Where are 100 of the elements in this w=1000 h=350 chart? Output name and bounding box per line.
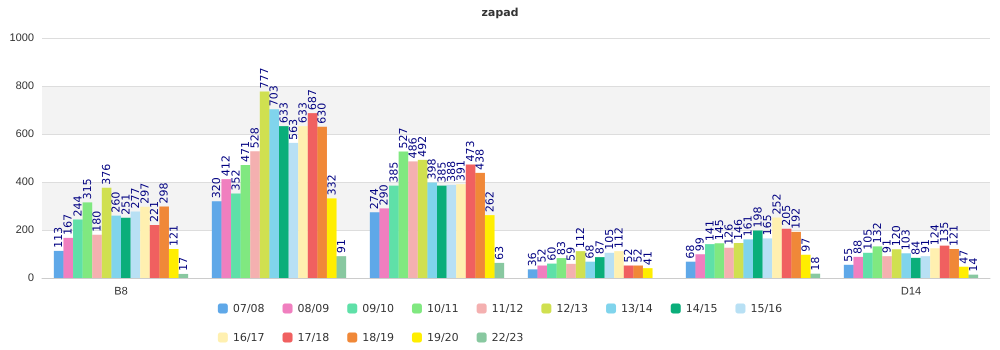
bar (642, 268, 653, 278)
data-label: 438 (474, 148, 487, 170)
bar (930, 248, 940, 278)
bar (863, 252, 873, 278)
legend-label: 22/23 (492, 331, 524, 344)
bar (892, 249, 902, 278)
legend-label: 16/17 (232, 331, 265, 344)
legend-label: 07/08 (232, 302, 265, 315)
bar (288, 142, 298, 278)
data-label: 121 (948, 224, 961, 246)
bar (537, 266, 548, 278)
data-label: 320 (210, 177, 224, 198)
bar (920, 256, 930, 278)
legend-label: 10/11 (426, 302, 459, 315)
bar (844, 264, 854, 278)
bar (556, 258, 566, 278)
bar (260, 92, 270, 278)
bar (882, 256, 892, 278)
data-label: 59 (564, 246, 578, 261)
legend-label: 14/15 (686, 302, 718, 315)
bar (231, 194, 241, 278)
bar (949, 248, 959, 278)
bar (968, 274, 978, 278)
bar (494, 262, 504, 278)
bar (92, 234, 102, 278)
legend-label: 08/09 (298, 302, 330, 315)
bar (140, 206, 150, 278)
data-label: 332 (325, 174, 338, 196)
data-label: 17 (176, 256, 190, 271)
data-label: 391 (454, 160, 468, 182)
bar (958, 266, 969, 278)
bar (456, 184, 466, 278)
bar (762, 238, 772, 278)
bar (54, 250, 64, 278)
bar (446, 184, 456, 278)
data-label: 630 (316, 102, 329, 124)
bar (853, 256, 864, 278)
bar (379, 208, 390, 278)
y-tick-label: 600 (16, 128, 34, 140)
data-label: 262 (483, 191, 496, 212)
bar (772, 218, 782, 278)
y-tick-label: 400 (16, 176, 34, 188)
bar (102, 188, 112, 278)
data-label: 121 (167, 224, 180, 246)
bar (475, 172, 485, 278)
y-tick-label: 1000 (10, 32, 34, 44)
bar (408, 161, 418, 278)
data-label: 385 (387, 162, 400, 183)
bar (389, 186, 399, 278)
bar (743, 239, 753, 278)
bar (168, 248, 179, 278)
bar (547, 264, 557, 278)
data-label: 103 (900, 229, 913, 250)
data-label: 91 (334, 239, 348, 254)
bar (686, 262, 696, 278)
bar (82, 202, 92, 278)
bar (250, 151, 260, 278)
bar (714, 243, 724, 278)
bar (326, 198, 337, 278)
y-tick-label: 0 (28, 272, 34, 284)
data-label: 165 (760, 214, 774, 236)
bar (150, 224, 160, 278)
bar (872, 246, 882, 278)
bar (73, 219, 83, 278)
bar (298, 126, 308, 278)
chart-title: zapad (482, 6, 518, 19)
bar (528, 269, 538, 278)
bar (595, 257, 605, 278)
data-label: 290 (378, 184, 391, 206)
bar (800, 254, 811, 278)
bar (336, 256, 346, 278)
bar (901, 253, 911, 278)
data-label: 18 (808, 256, 822, 271)
legend-label: 18/19 (362, 331, 394, 344)
bar (466, 164, 476, 278)
legend-label: 13/14 (621, 302, 653, 315)
data-label: 376 (100, 164, 114, 185)
data-label: 97 (799, 238, 812, 252)
bar (624, 266, 634, 278)
data-label: 63 (492, 246, 506, 260)
bar (317, 126, 327, 278)
data-label: 192 (790, 208, 803, 229)
bar (437, 186, 447, 278)
data-label: 492 (416, 136, 430, 157)
data-label: 88 (852, 240, 865, 254)
bar (212, 201, 222, 278)
bar (695, 254, 706, 278)
data-label: 91 (918, 239, 932, 254)
bar (279, 126, 289, 278)
bar (734, 242, 744, 278)
legend-label: 09/10 (362, 302, 394, 315)
x-tick-label: B8 (114, 286, 128, 298)
bar (566, 264, 576, 278)
bar (614, 251, 624, 278)
bar (427, 182, 437, 278)
bar (724, 248, 734, 278)
bar (585, 262, 595, 278)
data-label: 252 (770, 194, 784, 215)
data-label: 87 (593, 240, 606, 254)
bar (418, 160, 428, 278)
